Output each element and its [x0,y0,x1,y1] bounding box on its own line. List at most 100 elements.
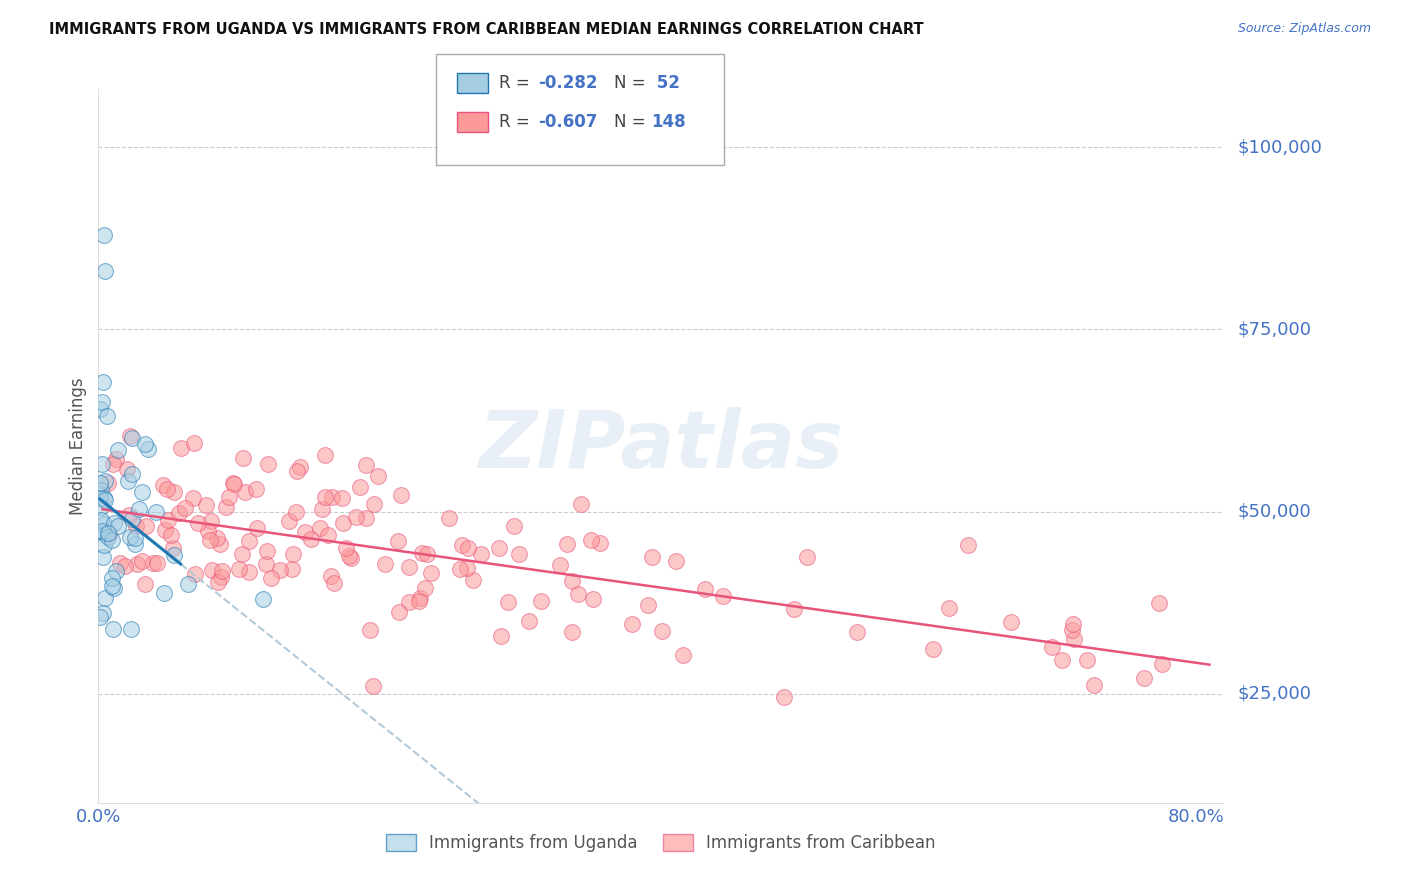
Point [1133,671,1156,685]
Point [1063,632,1085,647]
Point [416,548,439,562]
Point [120,622,142,636]
Point [97,530,120,544]
Text: N =: N = [614,113,651,131]
Point [561,574,583,589]
Point [561,625,583,640]
Point [90,500,112,514]
Point [311,502,333,516]
Point [174,501,197,516]
Point [209,570,232,584]
Point [93,537,115,551]
Point [411,546,433,560]
Point [349,480,371,494]
Point [131,554,153,568]
Point [157,513,180,527]
Point [548,558,571,572]
Point [170,441,193,455]
Point [104,564,127,578]
Point [489,629,512,643]
Point [114,559,136,574]
Point [118,530,141,544]
Point [449,562,471,576]
Text: -0.607: -0.607 [538,113,598,131]
Point [121,432,143,446]
Point [93,491,115,505]
Point [131,484,153,499]
Point [135,518,157,533]
Text: $75,000: $75,000 [1237,320,1312,338]
Point [163,548,186,562]
Point [316,528,339,542]
Point [321,568,343,582]
Point [100,571,122,585]
Point [233,485,256,500]
Point [589,536,612,550]
Point [337,549,360,564]
Point [456,561,478,575]
Legend: Immigrants from Uganda, Immigrants from Caribbean: Immigrants from Uganda, Immigrants from … [380,827,942,859]
Point [359,624,381,638]
Point [496,595,519,609]
Point [232,451,254,466]
Point [773,690,796,705]
Point [91,550,114,565]
Point [153,586,176,600]
Point [228,562,250,576]
Point [160,528,183,542]
Point [256,543,278,558]
Point [231,547,253,561]
Point [398,595,420,609]
Text: IMMIGRANTS FROM UGANDA VS IMMIGRANTS FROM CARIBBEAN MEDIAN EARNINGS CORRELATION : IMMIGRANTS FROM UGANDA VS IMMIGRANTS FRO… [49,22,924,37]
Point [956,538,979,552]
Point [104,451,127,466]
Point [146,556,169,570]
Point [461,573,484,587]
Point [344,510,367,524]
Point [782,601,804,615]
Point [101,533,124,547]
Point [1083,678,1105,692]
Point [665,554,688,568]
Point [108,556,131,570]
Text: 52: 52 [651,74,681,92]
Point [269,563,291,577]
Point [90,394,112,409]
Point [361,679,384,693]
Point [314,490,336,504]
Point [1050,653,1073,667]
Point [637,598,659,612]
Point [91,376,114,390]
Point [288,459,311,474]
Point [215,500,238,515]
Point [569,497,592,511]
Point [502,519,524,533]
Text: ZIPatlas: ZIPatlas [478,407,844,485]
Point [1062,617,1084,632]
Point [308,521,330,535]
Point [101,457,124,471]
Point [278,514,301,528]
Point [1040,640,1063,654]
Point [1076,653,1098,667]
Point [245,482,267,496]
Point [257,457,280,471]
Point [281,562,304,576]
Point [89,475,111,490]
Point [1152,657,1174,672]
Point [124,531,146,545]
Point [103,581,125,595]
Point [391,488,413,502]
Point [101,579,124,593]
Point [124,537,146,551]
Point [332,491,354,506]
Point [285,464,308,478]
Point [163,484,186,499]
Point [187,516,209,530]
Point [195,498,218,512]
Point [579,533,602,548]
Point [938,600,960,615]
Point [200,514,222,528]
Point [408,594,430,608]
Point [94,475,117,489]
